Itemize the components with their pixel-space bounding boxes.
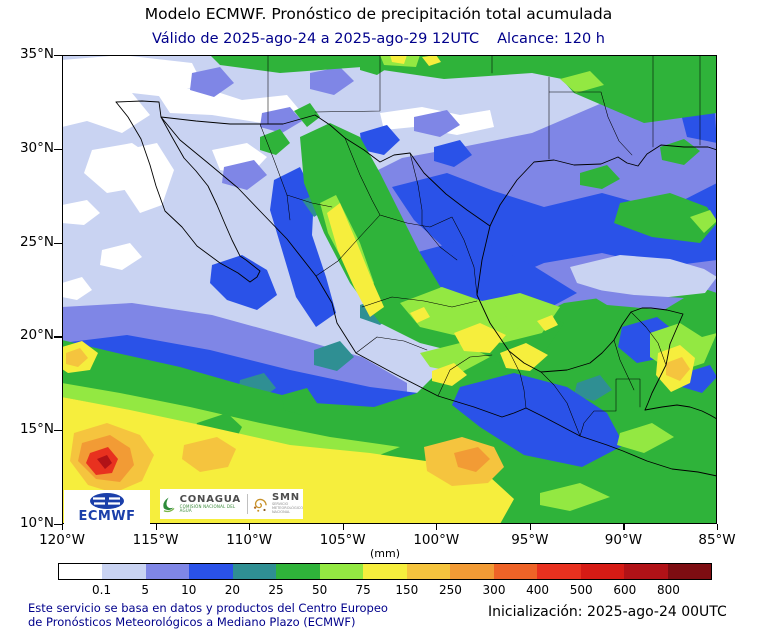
conagua-logo-subtitle: COMISIÓN NACIONAL DEL AGUA	[179, 504, 236, 513]
y-axis-tickmark	[54, 148, 62, 150]
colorbar-tick-label: 25	[268, 583, 284, 597]
x-axis-tick-label: 115°W	[132, 532, 179, 548]
map-frame	[62, 55, 717, 524]
colorbar-unit-label: (mm)	[369, 547, 400, 560]
colorbar-swatch	[363, 564, 407, 579]
x-axis-tick-label: 105°W	[319, 532, 366, 548]
colorbar-swatch	[624, 564, 668, 579]
x-axis-tickmark	[342, 524, 344, 530]
colorbar-tick-label: 0.1	[92, 583, 112, 597]
x-axis-tickmark	[436, 524, 438, 530]
colorbar-swatch	[450, 564, 494, 579]
source-note-line2: de Pronósticos Meteorológicos a Mediano …	[28, 615, 356, 629]
x-axis-tickmark	[529, 524, 532, 530]
colorbar-tick-label: 800	[656, 583, 680, 597]
smn-logo-subtitle-2: METEOROLÓGICO	[271, 506, 303, 511]
x-axis-tick-label: 85°W	[698, 532, 736, 548]
colorbar-swatch	[493, 564, 538, 579]
precipitation-map-canvas	[62, 55, 717, 524]
y-axis-tick-label: 15°N	[19, 421, 54, 438]
precip-blue-over-green-regions	[452, 317, 717, 467]
smn-logo-label: SMN	[271, 492, 300, 504]
colorbar-tick-label: 20	[224, 583, 241, 597]
x-axis-tick-label: 110°W	[226, 532, 273, 548]
colorbar-swatch	[59, 564, 103, 579]
colorbar	[58, 563, 712, 580]
y-axis-tickmark	[54, 336, 62, 338]
smn-logo-subtitle-1: SERVICIO	[271, 502, 289, 507]
valid-range-label: Válido de 2025-ago-24 a 2025-ago-29 12UT…	[151, 31, 480, 47]
colorbar-swatch	[276, 564, 320, 579]
ecmwf-logo: ECMWF	[64, 490, 150, 524]
ecmwf-logo-label: ECMWF	[78, 509, 136, 524]
logo-divider	[247, 494, 249, 514]
colorbar-swatch	[145, 564, 190, 579]
colorbar-swatch	[406, 564, 451, 579]
colorbar-tick-label: 75	[355, 583, 371, 597]
colorbar-tick-label: 400	[526, 583, 550, 597]
colorbar-swatch	[667, 564, 712, 579]
conagua-text-block: CONAGUA COMISIÓN NACIONAL DEL AGUA	[180, 495, 244, 513]
precip-400-500mm-spot	[86, 447, 118, 475]
source-note-line1: Este servicio se basa en datos y product…	[28, 601, 388, 615]
y-axis-tick-label: 25°N	[19, 233, 54, 250]
coastline-borders	[115, 100, 717, 477]
page-title: Modelo ECMWF. Pronóstico de precipitació…	[144, 5, 613, 23]
y-axis-tickmark	[54, 242, 62, 244]
x-axis-tickmark	[155, 524, 157, 530]
map-subtitle: Válido de 2025-ago-24 a 2025-ago-29 12UT…	[0, 31, 757, 47]
colorbar-swatch	[319, 564, 364, 579]
forecast-reach-label: Alcance: 120 h	[497, 31, 605, 47]
x-axis-tick-label: 100°W	[413, 532, 460, 548]
colorbar-tick-label: 150	[395, 583, 419, 597]
colorbar-swatch	[537, 564, 581, 579]
x-axis-tickmark	[623, 524, 625, 530]
x-axis-tick-label: 120°W	[39, 532, 85, 548]
colorbar-tick-label: 500	[569, 583, 593, 597]
conagua-smn-logo: CONAGUA COMISIÓN NACIONAL DEL AGUA SMN S…	[160, 489, 303, 519]
colorbar-swatch	[189, 564, 233, 579]
x-axis-tickmark	[717, 524, 719, 530]
state-boundaries	[259, 55, 701, 437]
y-axis-tickmark	[54, 430, 62, 432]
smn-logo-subtitle-3: NACIONAL	[271, 509, 291, 514]
colorbar-swatch	[232, 564, 277, 579]
y-axis-tickmark	[54, 524, 62, 526]
y-axis-tickmark	[54, 55, 62, 57]
conagua-logo-label: CONAGUA	[179, 494, 241, 505]
ecmwf-emblem-icon	[90, 493, 124, 509]
y-axis-tick-label: 10°N	[19, 515, 54, 531]
x-axis-tickmark	[249, 524, 251, 530]
precipitation-map	[62, 55, 717, 524]
colorbar-tick-label: 5	[141, 583, 149, 597]
colorbar-tick-label: 10	[181, 583, 197, 597]
y-axis-tick-label: 35°N	[19, 46, 54, 62]
precip-lavender-yucatan-patch	[570, 255, 717, 310]
colorbar-tick-label: 300	[482, 583, 506, 597]
colorbar-swatch	[580, 564, 625, 579]
x-axis-tickmark	[62, 524, 64, 530]
conagua-wave-icon	[163, 496, 175, 512]
x-axis-tick-label: 95°W	[511, 532, 549, 548]
colorbar-tick-label: 250	[438, 583, 462, 597]
y-axis-tick-label: 20°N	[19, 327, 54, 344]
y-axis-tick-label: 30°N	[19, 139, 54, 156]
smn-spiral-icon	[254, 498, 268, 512]
x-axis-tick-label: 90°W	[604, 532, 643, 548]
initialization-label: Inicialización: 2025-ago-24 00UTC	[488, 604, 727, 620]
colorbar-swatch	[102, 564, 146, 579]
colorbar-tick-label: 50	[311, 583, 328, 597]
smn-text-block: SMN SERVICIO METEOROLÓGICO NACIONAL	[272, 493, 303, 514]
colorbar-tick-label: 600	[613, 583, 637, 597]
